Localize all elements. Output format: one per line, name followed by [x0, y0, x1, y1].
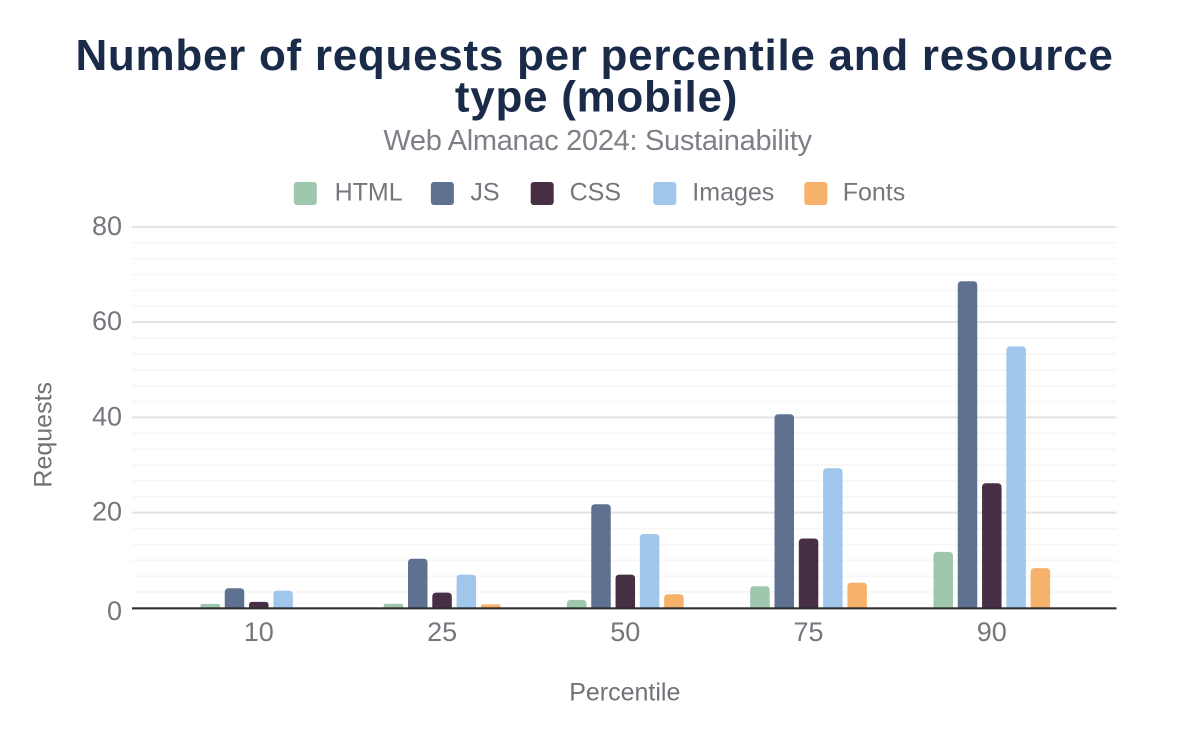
- svg-text:60: 60: [92, 306, 122, 336]
- svg-text:JS: JS: [470, 179, 499, 207]
- svg-text:Web Almanac 2024: Sustainabili: Web Almanac 2024: Sustainability: [383, 125, 812, 157]
- svg-text:CSS: CSS: [570, 179, 621, 207]
- svg-text:Percentile: Percentile: [569, 679, 680, 707]
- svg-text:HTML: HTML: [335, 179, 403, 207]
- svg-text:Requests: Requests: [29, 382, 57, 488]
- svg-text:0: 0: [107, 596, 122, 626]
- svg-text:Fonts: Fonts: [843, 179, 906, 207]
- svg-text:20: 20: [92, 497, 122, 527]
- svg-text:75: 75: [793, 617, 823, 647]
- svg-text:Images: Images: [692, 179, 774, 207]
- svg-text:50: 50: [610, 617, 640, 647]
- svg-text:80: 80: [92, 211, 122, 241]
- svg-text:type (mobile): type (mobile): [455, 73, 738, 122]
- svg-text:10: 10: [244, 617, 274, 647]
- svg-text:Number of requests per percent: Number of requests per percentile and re…: [75, 31, 1113, 80]
- svg-text:40: 40: [92, 401, 122, 431]
- svg-text:25: 25: [427, 617, 457, 647]
- svg-text:90: 90: [977, 617, 1007, 647]
